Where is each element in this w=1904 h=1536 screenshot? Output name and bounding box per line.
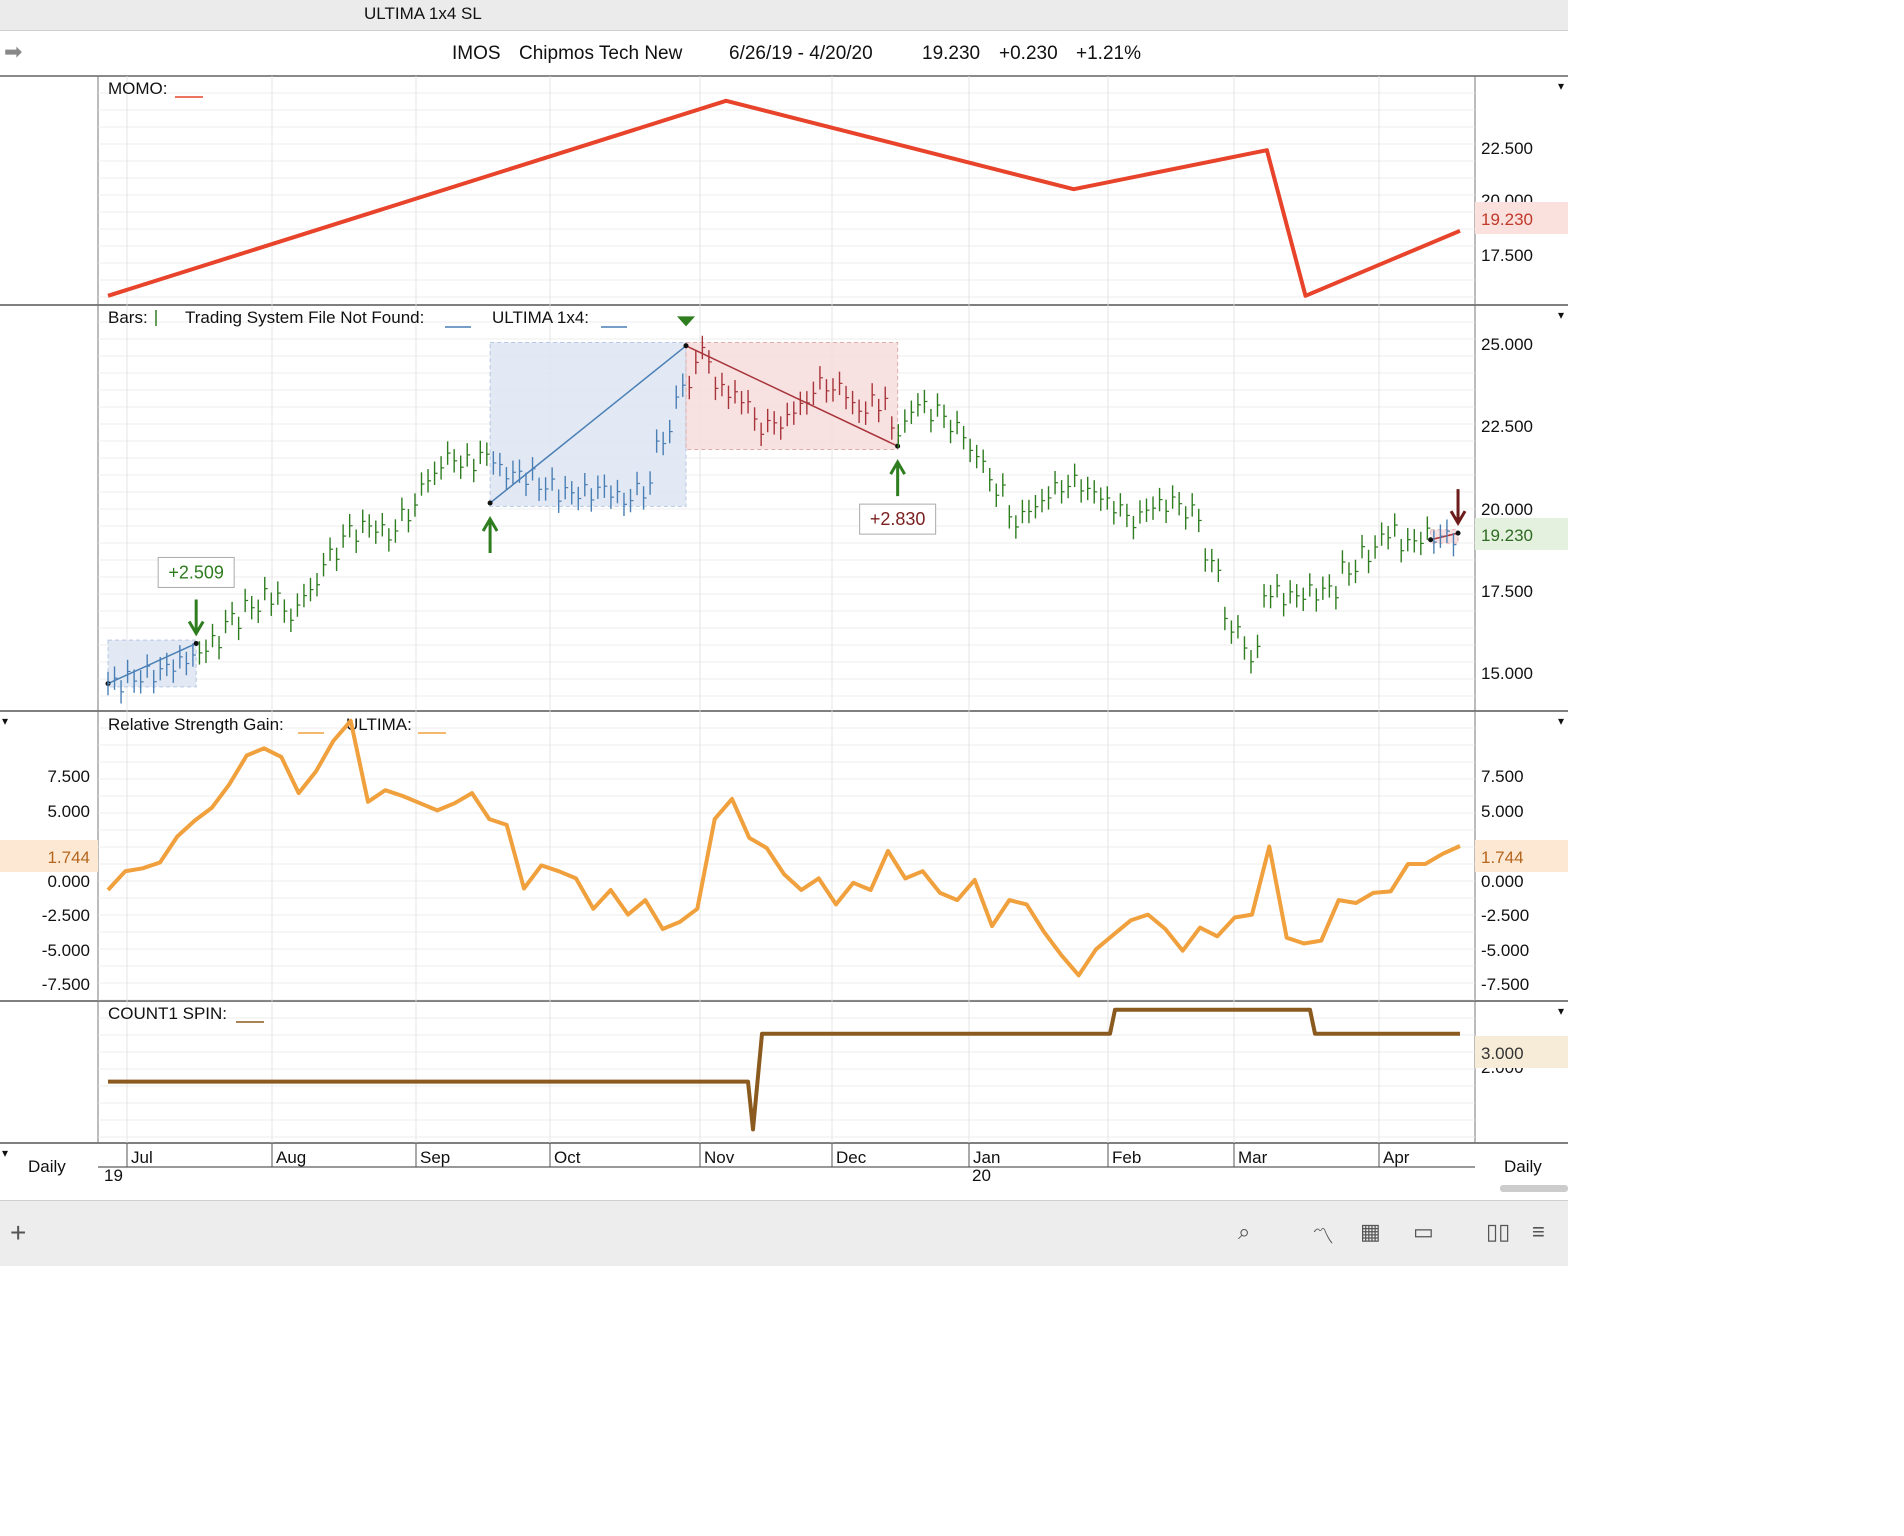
trade-line (489, 345, 687, 504)
system-legend: Trading System File Not Found: (185, 308, 424, 327)
y-tick-label-left: -5.000 (42, 941, 90, 960)
x-tick-label: Oct (554, 1148, 581, 1167)
x-tick-label: Jul (131, 1148, 153, 1167)
y-tick-label-right: 17.500 (1481, 582, 1533, 601)
collapse-icon: ▾ (1558, 79, 1564, 93)
arrow-right-icon[interactable]: ➡ (4, 39, 23, 64)
peak-marker-icon (677, 316, 696, 327)
horizontal-scrollbar (1500, 1185, 1568, 1192)
profit-label-box (859, 503, 937, 535)
up-arrow-icon (481, 516, 499, 553)
last-value-label: 1.744 (1481, 848, 1524, 867)
profit-label-box (157, 556, 235, 588)
ultima-rsg-legend: ULTIMA: (346, 715, 412, 734)
x-tick-label: Sep (420, 1148, 450, 1167)
last-value-badge-left (0, 840, 98, 872)
window-title: ULTIMA 1x4 SL (364, 4, 482, 23)
symbol-info-bar: ➡ IMOS Chipmos Tech New 6/26/19 - 4/20/2… (0, 31, 1568, 77)
y-tick-label-right: -7.500 (1481, 975, 1529, 994)
search-icon[interactable]: ⌕ (1238, 1219, 1251, 1244)
net-change: +0.230 (999, 43, 1058, 64)
momo-legend: MOMO: (108, 79, 168, 98)
x-tick-label: Mar (1238, 1148, 1268, 1167)
y-tick-label-left: 7.500 (47, 767, 90, 786)
collapse-icon: ▾ (1558, 714, 1564, 728)
grid-icon[interactable]: ▦ (1360, 1219, 1381, 1244)
period-label-right: Daily (1504, 1157, 1542, 1176)
down-arrow-icon (187, 599, 205, 637)
company-name: Chipmos Tech New (519, 43, 683, 64)
down-arrow-icon (1449, 489, 1467, 527)
y-tick-label-right: 15.000 (1481, 664, 1533, 683)
count-legend: COUNT1 SPIN: (108, 1004, 227, 1023)
up-arrow-icon (889, 459, 906, 497)
period-label-left: Daily (28, 1157, 66, 1176)
x-tick-label: Jan (973, 1148, 1000, 1167)
collapse-icon: ▾ (2, 714, 8, 728)
x-tick-label: Feb (1112, 1148, 1141, 1167)
book-icon[interactable]: ▯▯ (1486, 1219, 1511, 1244)
ultima-legend: ULTIMA 1x4: (492, 308, 589, 327)
trade-entry-dot (683, 343, 689, 349)
rsg-legend: Relative Strength Gain: (108, 715, 284, 734)
last-value-badge (1475, 1036, 1568, 1068)
rsg-line (106, 718, 1461, 978)
y-tick-label-left: 0.000 (47, 872, 90, 891)
y-tick-label-right: 5.000 (1481, 802, 1524, 821)
trade-exit-dot (193, 640, 199, 646)
y-tick-label-right: 20.000 (1481, 500, 1533, 519)
last-value-label: 19.230 (1481, 210, 1533, 229)
symbol: IMOS (452, 43, 501, 64)
count-line (108, 1007, 1460, 1132)
profit-label: +2.830 (870, 509, 926, 529)
profit-label: +2.509 (168, 562, 224, 582)
trade-exit-dot (1455, 530, 1461, 536)
bars-legend: Bars: (108, 308, 148, 327)
trade-entry-dot (1428, 537, 1434, 543)
date-range: 6/26/19 - 4/20/20 (729, 43, 873, 64)
y-tick-label-left: 5.000 (47, 802, 90, 821)
year-label: 20 (972, 1166, 991, 1185)
last-value-badge (1475, 518, 1568, 550)
last-value-label-left: 1.744 (47, 848, 90, 867)
chart-area[interactable]: 22.50020.00017.50019.230▾25.00022.50020.… (0, 76, 1568, 1201)
x-tick-label: Apr (1383, 1148, 1410, 1167)
y-tick-label-right: 25.000 (1481, 335, 1533, 354)
y-tick-label-right: 7.500 (1481, 767, 1524, 786)
x-tick-label: Aug (276, 1148, 306, 1167)
y-tick-label-left: -2.500 (42, 906, 90, 925)
trade-line (685, 345, 898, 447)
line-chart-icon[interactable]: 〽 (1312, 1224, 1335, 1249)
last-value-badge (1475, 840, 1568, 872)
last-value-badge (1475, 202, 1568, 234)
y-tick-label-right: -5.000 (1481, 941, 1529, 960)
trade-line (107, 642, 197, 685)
last-value-label: 3.000 (1481, 1044, 1524, 1063)
trade-entry-dot (487, 500, 493, 506)
bottom-toolbar: + ⌕ 〽 ▦ ▭ ▯▯ ≡ (0, 1200, 1568, 1266)
x-tick-label: Dec (836, 1148, 867, 1167)
y-tick-label-right: 22.500 (1481, 417, 1533, 436)
plus-icon[interactable]: + (10, 1217, 27, 1248)
collapse-icon: ▾ (1558, 1004, 1564, 1018)
y-tick-label-right: 22.500 (1481, 139, 1533, 158)
panel-icon[interactable]: ▭ (1413, 1219, 1434, 1244)
y-tick-label-right: 17.500 (1481, 246, 1533, 265)
collapse-icon: ▾ (1558, 308, 1564, 322)
momo-line (107, 98, 1461, 298)
menu-icon[interactable]: ≡ (1532, 1219, 1545, 1244)
y-tick-label-right: 0.000 (1481, 872, 1524, 891)
title-bar: ULTIMA 1x4 SL (0, 0, 1568, 31)
y-tick-label-left: -7.500 (42, 975, 90, 994)
percent-change: +1.21% (1076, 43, 1141, 64)
period-dropdown-icon: ▾ (2, 1146, 8, 1160)
last-value-label: 19.230 (1481, 526, 1533, 545)
x-tick-label: Nov (704, 1148, 735, 1167)
last-price: 19.230 (922, 43, 981, 64)
y-tick-label-right: -2.500 (1481, 906, 1529, 925)
year-label: 19 (104, 1166, 123, 1185)
